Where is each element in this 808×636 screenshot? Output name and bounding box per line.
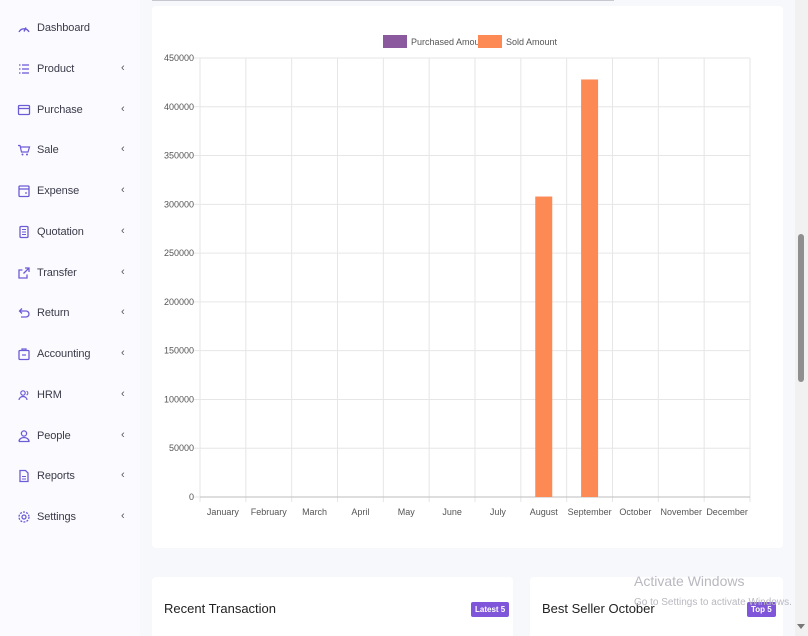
best-seller-title: Best Seller October (542, 601, 655, 616)
sidebar-item-quotation[interactable]: Quotation ‹ (0, 219, 140, 245)
gear-icon (17, 510, 31, 524)
recent-transaction-card: Recent Transaction Latest 5 (152, 577, 513, 636)
chevron-left-icon: ‹ (121, 143, 125, 155)
recent-transaction-title: Recent Transaction (164, 601, 277, 616)
sidebar-item-dashboard[interactable]: Dashboard (0, 15, 140, 41)
scroll-down-arrow-icon[interactable] (797, 624, 805, 629)
sold-bar (581, 79, 599, 497)
x-tick-label: June (442, 507, 462, 517)
sidebar-item-expense[interactable]: Expense ‹ (0, 178, 140, 204)
wallet-icon (17, 184, 31, 198)
sidebar-item-label: Reports (37, 470, 75, 482)
sidebar-item-label: Product (37, 63, 75, 75)
cart-icon (17, 143, 31, 157)
y-tick-label: 100000 (164, 394, 194, 404)
sidebar-item-hrm[interactable]: HRM ‹ (0, 382, 140, 408)
sidebar-item-label: Settings (37, 511, 76, 523)
chevron-left-icon: ‹ (121, 347, 125, 359)
legend-label-purchased: Purchased Amount (411, 37, 488, 47)
users-icon (17, 388, 31, 402)
x-tick-label: December (706, 507, 748, 517)
activate-windows-subtitle: Go to Settings to activate Windows. (634, 597, 792, 608)
sidebar-item-return[interactable]: Return ‹ (0, 300, 140, 326)
x-tick-label: February (251, 507, 288, 517)
sidebar-item-transfer[interactable]: Transfer ‹ (0, 260, 140, 286)
y-tick-label: 450000 (164, 53, 194, 63)
x-tick-label: July (490, 507, 507, 517)
card-icon (17, 103, 31, 117)
chevron-left-icon: ‹ (121, 510, 125, 522)
sidebar-item-settings[interactable]: Settings ‹ (0, 504, 140, 530)
sold-bar (535, 196, 553, 498)
sidebar-item-label: Quotation (37, 226, 84, 238)
chevron-left-icon: ‹ (121, 225, 125, 237)
legend-label-sold: Sold Amount (506, 37, 558, 47)
y-tick-label: 0 (189, 492, 194, 502)
gauge-icon (17, 21, 31, 35)
sidebar-item-label: Purchase (37, 104, 83, 116)
y-tick-label: 350000 (164, 151, 194, 161)
sidebar-item-product[interactable]: Product ‹ (0, 56, 140, 82)
legend-swatch-sold (478, 35, 502, 48)
chevron-left-icon: ‹ (121, 184, 125, 196)
y-tick-label: 300000 (164, 199, 194, 209)
best-seller-card: Best Seller October Top 5 (530, 577, 783, 636)
document-icon (17, 225, 31, 239)
x-tick-label: November (660, 507, 702, 517)
chevron-left-icon: ‹ (121, 429, 125, 441)
sidebar-item-label: Expense (37, 185, 80, 197)
top-badge: Top 5 (747, 602, 776, 617)
briefcase-icon (17, 347, 31, 361)
share-icon (17, 266, 31, 280)
y-tick-label: 250000 (164, 248, 194, 258)
sidebar: Dashboard Product ‹ Purchase ‹ Sale ‹ Expense ‹ Q… (0, 0, 140, 636)
x-tick-label: April (351, 507, 369, 517)
sidebar-item-people[interactable]: People ‹ (0, 423, 140, 449)
x-tick-label: May (398, 507, 416, 517)
purchase-sale-chart-card: 0 50000 100000 150000 200000 250000 300000 3500… (152, 6, 783, 548)
y-tick-label: 50000 (169, 443, 194, 453)
x-tick-label: January (207, 507, 240, 517)
sidebar-item-label: Accounting (37, 348, 91, 360)
top-divider (152, 0, 614, 1)
x-tick-label: August (530, 507, 559, 517)
scrollbar-thumb[interactable] (798, 234, 804, 382)
sidebar-item-label: Sale (37, 144, 59, 156)
chevron-left-icon: ‹ (121, 388, 125, 400)
chevron-left-icon: ‹ (121, 306, 125, 318)
sidebar-item-label: Return (37, 307, 70, 319)
legend-swatch-purchased (383, 35, 407, 48)
x-tick-label: October (619, 507, 651, 517)
sidebar-item-label: Dashboard (37, 22, 90, 34)
sidebar-item-label: Transfer (37, 267, 77, 279)
sidebar-item-accounting[interactable]: Accounting ‹ (0, 341, 140, 367)
sidebar-item-purchase[interactable]: Purchase ‹ (0, 97, 140, 123)
chevron-left-icon: ‹ (121, 266, 125, 278)
x-tick-label: September (568, 507, 612, 517)
user-icon (17, 429, 31, 443)
file-icon (17, 469, 31, 483)
list-icon (17, 62, 31, 76)
chevron-left-icon: ‹ (121, 469, 125, 481)
y-tick-label: 200000 (164, 297, 194, 307)
chevron-left-icon: ‹ (121, 103, 125, 115)
activate-windows-title: Activate Windows (634, 573, 745, 589)
sidebar-item-sale[interactable]: Sale ‹ (0, 137, 140, 163)
sidebar-item-reports[interactable]: Reports ‹ (0, 463, 140, 489)
y-tick-label: 150000 (164, 346, 194, 356)
undo-icon (17, 306, 31, 320)
x-tick-label: March (302, 507, 327, 517)
chevron-left-icon: ‹ (121, 62, 125, 74)
sidebar-item-label: People (37, 430, 71, 442)
y-tick-label: 400000 (164, 102, 194, 112)
purchase-sale-chart: 0 50000 100000 150000 200000 250000 300000 3500… (164, 35, 751, 517)
latest-badge: Latest 5 (471, 602, 510, 617)
sidebar-item-label: HRM (37, 389, 62, 401)
